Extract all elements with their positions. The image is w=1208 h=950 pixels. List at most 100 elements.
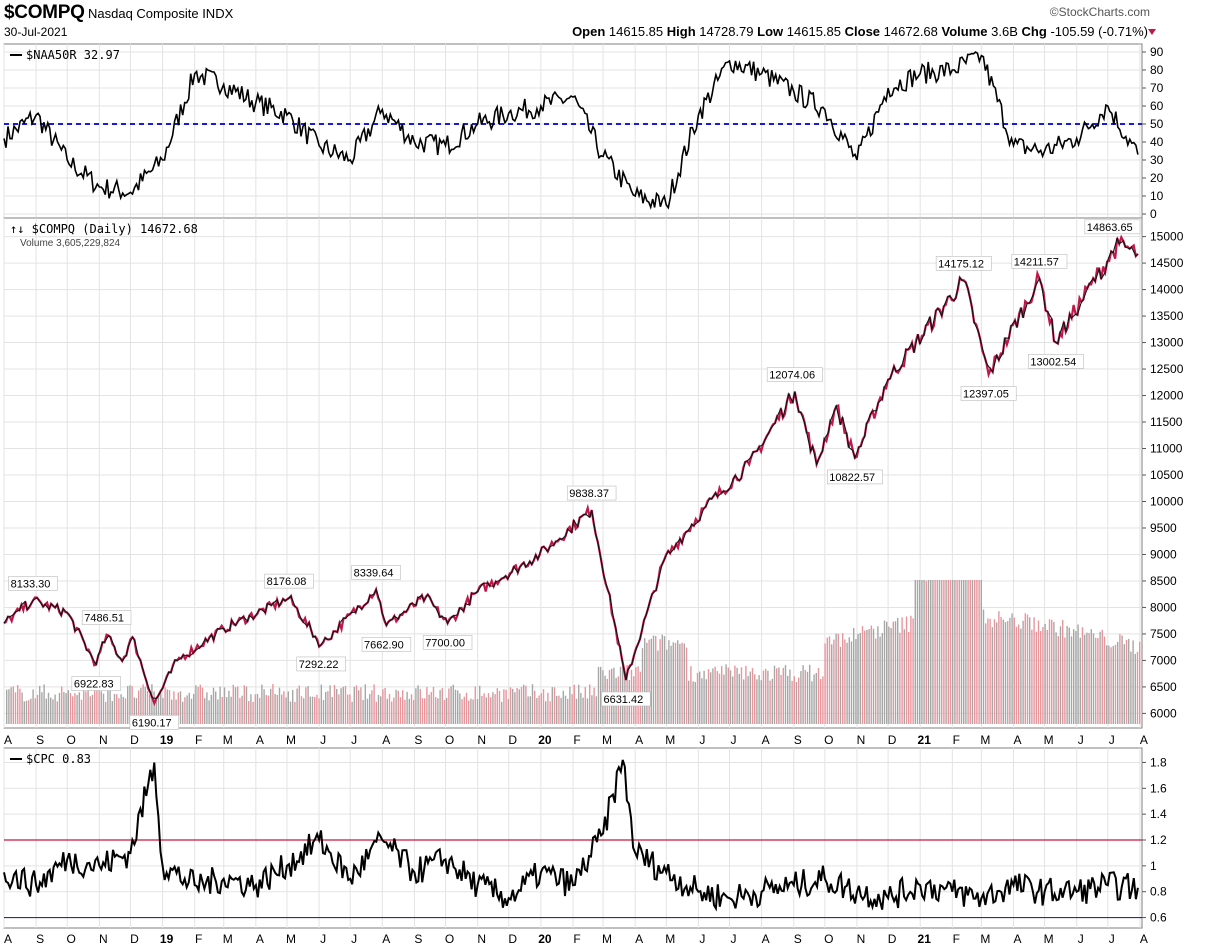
volume-bar [523, 684, 525, 724]
volume-bar [226, 697, 228, 724]
volume-bar [716, 671, 718, 724]
x-tick-label: 19 [160, 733, 174, 747]
volume-bar [646, 642, 648, 724]
x-tick-label: S [36, 733, 44, 747]
volume-bar [534, 690, 536, 724]
volume-bar [597, 666, 600, 724]
volume-bar [309, 696, 311, 724]
x-tick-label: F [953, 932, 960, 946]
volume-bar [879, 636, 881, 724]
exchange-label: INDX [202, 6, 234, 21]
volume-bar [809, 664, 811, 724]
volume-bar [991, 627, 993, 724]
volume-bar [564, 695, 567, 724]
volume-bar [1031, 629, 1033, 724]
volume-bar [833, 639, 835, 724]
index-name: Nasdaq Composite [88, 6, 199, 21]
volume-bar [1022, 620, 1024, 724]
volume-bar [23, 701, 25, 724]
annotation-label: 7662.90 [364, 639, 404, 651]
volume-bar [558, 695, 560, 724]
volume-bar [199, 684, 201, 724]
y-tick-label: 30 [1150, 153, 1164, 167]
volume-bar [787, 675, 789, 724]
volume-bar [30, 698, 32, 724]
annotation-label: 7700.00 [425, 637, 465, 649]
volume-bar [591, 695, 593, 724]
volume-bar [518, 689, 520, 724]
x-tick-label: M [665, 932, 675, 946]
volume-bar [292, 690, 294, 724]
x-tick-label: N [857, 733, 866, 747]
volume-bar [644, 638, 646, 724]
volume-bar [872, 628, 875, 724]
volume-bar [441, 688, 443, 724]
volume-bar [428, 694, 430, 724]
volume-bar [80, 699, 83, 724]
volume-bar [340, 688, 342, 724]
volume-bar [938, 580, 941, 724]
volume-bar [725, 664, 727, 724]
volume-bar [1066, 626, 1068, 724]
volume-bar [395, 689, 397, 724]
volume-bar [507, 699, 509, 724]
volume-bar [399, 697, 402, 724]
volume-bar [298, 685, 300, 724]
volume-bar [1084, 634, 1086, 724]
volume-bar [221, 697, 223, 724]
volume-bar [861, 626, 864, 724]
volume-bar [657, 650, 659, 724]
x-tick-label: J [1078, 733, 1084, 747]
volume-bar [415, 688, 417, 724]
volume-bar [208, 700, 210, 724]
volume-bar [751, 668, 754, 724]
volume-bar [976, 580, 978, 724]
annotation-label: 8176.08 [267, 576, 307, 588]
volume-bar [694, 681, 696, 724]
y-tick-label: 8000 [1150, 600, 1177, 614]
volume-bar [971, 580, 974, 724]
x-tick-label: M [1044, 733, 1054, 747]
volume-bar [1112, 645, 1114, 724]
quote-bar: Open 14615.85 High 14728.79 Low 14615.85… [572, 24, 1148, 39]
annotation-label: 13002.54 [1030, 356, 1076, 368]
symbol: $COMPQ [4, 2, 85, 23]
volume-bar [397, 690, 399, 724]
volume-bar [45, 698, 47, 724]
indicator-line [3, 759, 1139, 912]
x-tick-label: O [67, 932, 76, 946]
x-tick-label: F [195, 932, 202, 946]
volume-bar [450, 686, 452, 724]
annotation-box [935, 255, 992, 271]
x-tick-label: S [794, 733, 802, 747]
volume-bar [987, 618, 989, 724]
volume-bar [186, 695, 188, 724]
low-label: Low [757, 24, 784, 39]
volume-bar [835, 633, 837, 724]
panel-title: ↑↓ $COMPQ (Daily) 14672.68 [10, 222, 198, 236]
volume-bar [1002, 619, 1004, 724]
volume-bar [1007, 620, 1009, 724]
volume-bar [1117, 641, 1119, 724]
volume-bar [954, 580, 956, 724]
volume-bar [305, 687, 307, 724]
volume-bar [1068, 627, 1070, 724]
volume-bar [96, 687, 98, 724]
x-tick-label: N [857, 932, 866, 946]
volume-bar [659, 639, 661, 724]
volume-bar [578, 684, 580, 724]
volume-bar [263, 689, 265, 724]
volume-bar [560, 697, 562, 724]
volume-bar [1035, 631, 1037, 724]
volume-bar [1077, 624, 1079, 724]
volume-bar [837, 633, 839, 724]
symbol-name: Nasdaq Composite INDX [88, 6, 233, 21]
volume-bar [910, 615, 912, 724]
volume-bar [723, 674, 725, 724]
volume-bar [287, 691, 289, 724]
volume-bar [699, 671, 701, 724]
y-tick-label: 0 [1150, 207, 1157, 221]
chg-value: -105.59 (-0.71%) [1050, 24, 1148, 39]
volume-bar [888, 626, 890, 724]
volume-bar [919, 580, 921, 724]
